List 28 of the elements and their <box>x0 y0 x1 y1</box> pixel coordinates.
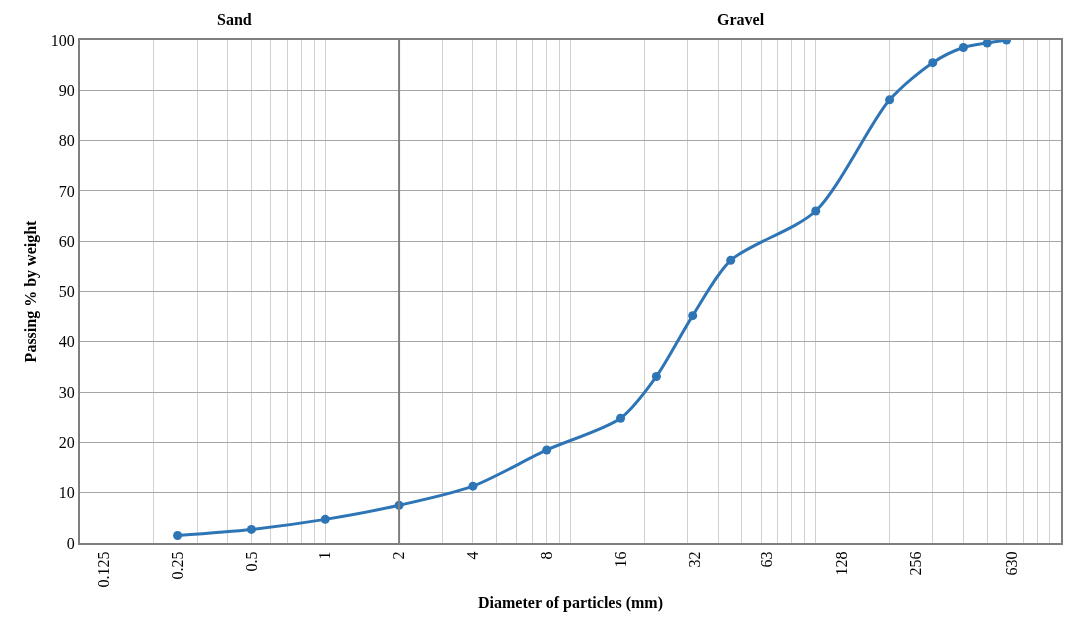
text: Gravel <box>717 11 765 28</box>
x-tick-label: 0.125 <box>94 551 112 588</box>
x-tick-label: 1 <box>316 551 334 560</box>
y-tick-label: 0 <box>66 534 75 552</box>
y-axis-title: Passing % by weight <box>22 219 41 363</box>
y-tick-label: 40 <box>58 333 75 351</box>
y-tick-label: 90 <box>58 81 75 99</box>
text: Sand <box>217 11 252 28</box>
y-tick-label: 10 <box>58 484 75 502</box>
x-tick-label: 32 <box>685 551 703 568</box>
y-tick-label: 20 <box>58 434 75 451</box>
x-tick-label: 16 <box>611 551 629 568</box>
y-tick-label: 70 <box>58 182 75 200</box>
x-tick-label: 256 <box>907 551 925 576</box>
x-axis-title: Diameter of particles (mm) <box>478 593 663 612</box>
y-tick-label: 100 <box>50 31 75 49</box>
x-tick-label: 8 <box>537 551 555 560</box>
x-tick-label: 0.25 <box>168 551 186 580</box>
y-tick-label: 60 <box>58 232 75 250</box>
x-tick-label: 128 <box>833 551 851 576</box>
x-tick-label: 63 <box>757 551 775 568</box>
x-tick-label: 630 <box>1002 551 1020 576</box>
y-tick-label: 50 <box>58 283 75 301</box>
y-tick-label: 80 <box>58 132 75 150</box>
x-tick-label: 4 <box>464 551 482 560</box>
y-tick-label: 30 <box>58 383 75 401</box>
x-tick-label: 2 <box>390 551 408 560</box>
x-tick-label: 0.5 <box>242 551 260 572</box>
